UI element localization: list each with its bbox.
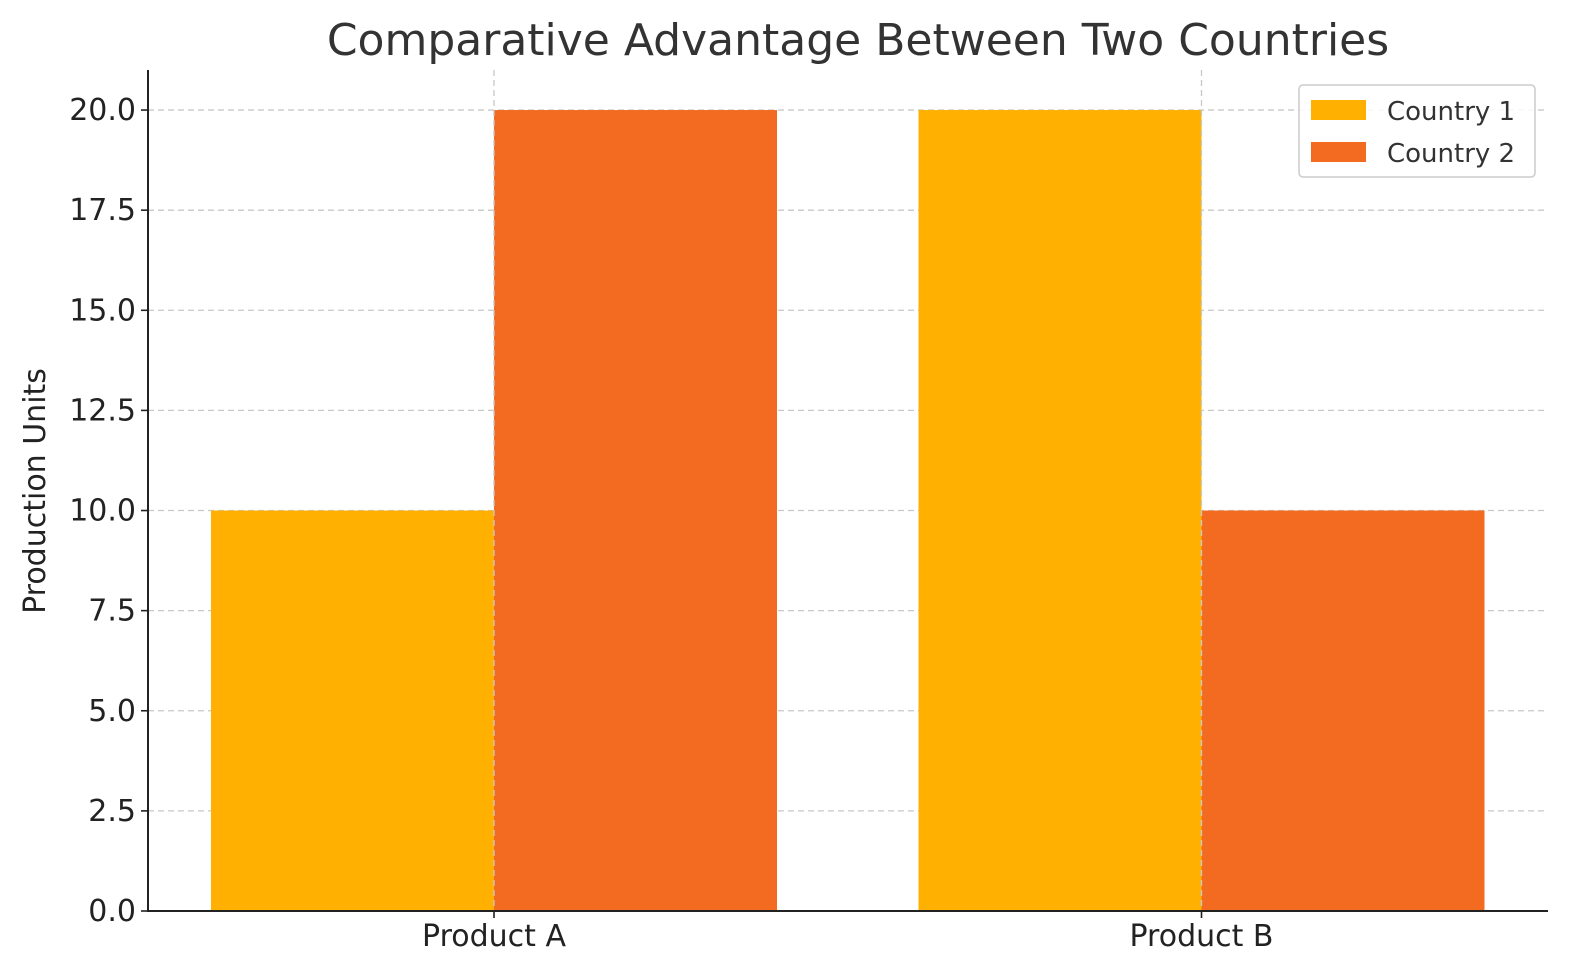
bars <box>211 110 1485 912</box>
bar-1-2 <box>918 110 1202 912</box>
bar-2-1 <box>494 110 777 912</box>
y-tick-label: 10.0 <box>69 494 136 529</box>
y-tick-label: 7.5 <box>88 594 136 629</box>
bar-2-2 <box>1201 510 1485 911</box>
vertical-grid-lines <box>493 70 1203 911</box>
y-axis-ticks: 0.0 2.5 5.0 7.5 10.0 12.5 15.0 17.5 20.0 <box>69 93 148 929</box>
y-tick-label: 2.5 <box>88 794 136 829</box>
legend-swatch-2 <box>1311 142 1366 162</box>
chart-title: Comparative Advantage Between Two Countr… <box>327 15 1389 66</box>
y-tick-label: 5.0 <box>88 694 136 729</box>
x-tick-label: Product B <box>1129 919 1273 954</box>
y-tick-label: 15.0 <box>69 293 136 328</box>
y-tick-label: 12.5 <box>69 393 136 428</box>
legend-label-2: Country 2 <box>1387 139 1515 169</box>
legend-swatch-1 <box>1311 100 1366 120</box>
bar-1-1 <box>211 510 494 911</box>
y-tick-label: 17.5 <box>69 193 136 228</box>
x-axis-ticks: Product A Product B <box>422 911 1274 954</box>
y-tick-label: 20.0 <box>69 93 136 128</box>
legend-label-1: Country 1 <box>1387 97 1515 127</box>
x-tick-label: Product A <box>422 919 566 954</box>
y-tick-label: 0.0 <box>88 894 136 929</box>
y-axis-label: Production Units <box>18 368 53 614</box>
legend: Country 1 Country 2 <box>1298 84 1536 178</box>
